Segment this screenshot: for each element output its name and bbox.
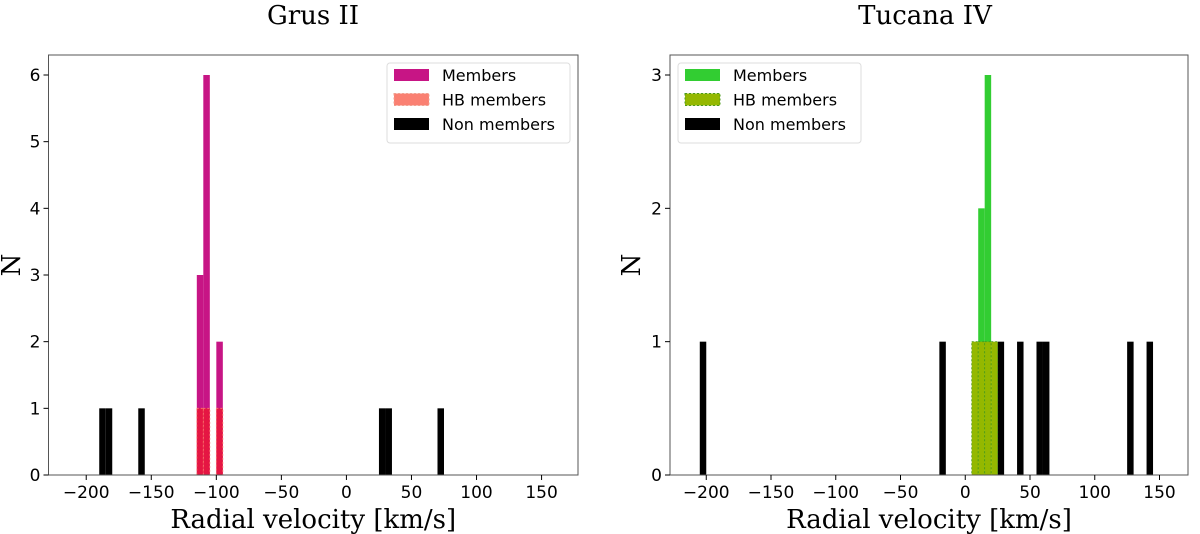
bar-non-members [939, 341, 946, 475]
legend-label: Non members [733, 115, 846, 134]
x-tick-label: −200 [63, 483, 110, 503]
bar-non-members [99, 408, 106, 475]
bar-non-members [1036, 341, 1043, 475]
y-tick-label: 0 [651, 466, 662, 486]
x-tick-label: 100 [460, 483, 492, 503]
legend-swatch [685, 69, 720, 81]
x-tick-label: 0 [960, 483, 971, 503]
x-tick-label: 50 [401, 483, 423, 503]
y-tick-label: 3 [651, 66, 662, 86]
y-axis-label: N [0, 254, 27, 277]
x-tick-label: 100 [1079, 483, 1111, 503]
legend-swatch [394, 69, 429, 81]
bar-non-members [138, 408, 145, 475]
panel-1: −200 −150 −100 −50 0 50 100 150 0 1 2 3 Tucana IV Rad… [617, 1, 1189, 534]
x-tick-label: 0 [341, 483, 352, 503]
y-tick-label: 1 [30, 399, 41, 419]
x-tick-label: 50 [1019, 483, 1041, 503]
bar-non-members [1127, 341, 1134, 475]
bar-non-members [437, 408, 444, 475]
x-tick-label: 150 [525, 483, 557, 503]
x-tick-label: −150 [748, 483, 795, 503]
chart-title: Tucana IV [858, 1, 993, 31]
bar-members [984, 75, 992, 475]
x-axis-label: Radial velocity [km/s] [170, 505, 456, 534]
legend-swatch [394, 118, 429, 130]
bar-non-members [1017, 341, 1024, 475]
bar-hb-members [990, 341, 999, 476]
legend-frame [386, 62, 571, 144]
chart-title: Grus II [267, 1, 359, 31]
y-tick-label: 6 [30, 66, 41, 86]
bar-members [203, 75, 210, 475]
axes-frame [669, 54, 1189, 476]
bar-hb-members [202, 407, 211, 476]
legend-label: HB members [733, 91, 837, 110]
y-tick-label: 0 [30, 466, 41, 486]
axes-frame [48, 54, 579, 476]
x-tick-label: −200 [683, 483, 730, 503]
legend: Members HB members Non members [386, 62, 571, 144]
bar-non-members [1146, 341, 1154, 475]
x-tick-label: −50 [263, 483, 299, 503]
y-tick-label: 3 [30, 266, 41, 286]
y-tick-label: 1 [651, 333, 662, 353]
y-axis-label: N [617, 254, 647, 277]
bar-non-members [105, 408, 113, 475]
bar-hb-members [977, 341, 986, 476]
bar-non-members [385, 408, 392, 475]
bar-hb-members [971, 341, 979, 476]
y-tick-label: 2 [651, 199, 662, 219]
legend-frame [677, 62, 862, 144]
x-tick-label: 150 [1143, 483, 1175, 503]
y-tick-label: 4 [30, 199, 41, 219]
bar-non-members [378, 408, 386, 475]
legend-swatch [685, 118, 720, 130]
bar-members [216, 341, 223, 475]
bar-non-members [1042, 341, 1050, 475]
legend-label: Non members [442, 115, 555, 134]
x-tick-label: −100 [812, 483, 859, 503]
bar-hb-members [984, 341, 992, 476]
legend-swatch [684, 93, 721, 106]
x-tick-label: −100 [193, 483, 240, 503]
legend: Members HB members Non members [677, 62, 862, 144]
panel-0: −200 −150 −100 −50 0 50 100 150 0 1 2 3 4 5 6 Grus II Ra… [0, 1, 579, 534]
legend-label: Members [442, 66, 516, 85]
y-tick-label: 5 [30, 133, 41, 153]
legend-label: HB members [442, 91, 546, 110]
bar-hb-members [196, 407, 204, 476]
x-tick-label: −150 [128, 483, 175, 503]
x-tick-label: −50 [883, 483, 919, 503]
bar-non-members [699, 341, 707, 475]
y-tick-label: 2 [30, 333, 41, 353]
legend-label: Members [733, 66, 807, 85]
bar-members [196, 275, 204, 475]
legend-swatch [393, 93, 430, 106]
x-axis-label: Radial velocity [km/s] [786, 505, 1072, 534]
bar-hb-members [215, 407, 224, 476]
bar-non-members [997, 341, 1005, 475]
